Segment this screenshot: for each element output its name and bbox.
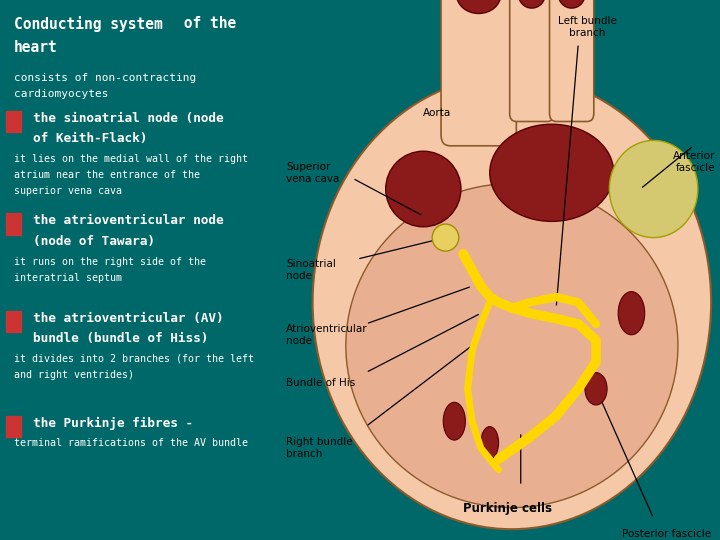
- Ellipse shape: [481, 427, 498, 459]
- Ellipse shape: [518, 0, 545, 8]
- Text: the atrioventricular node: the atrioventricular node: [33, 214, 224, 227]
- Ellipse shape: [609, 140, 698, 238]
- Text: it lies on the medial wall of the right: it lies on the medial wall of the right: [14, 154, 248, 164]
- Text: bundle (bundle of Hiss): bundle (bundle of Hiss): [33, 332, 209, 345]
- Ellipse shape: [386, 151, 461, 227]
- Text: of Keith-Flack): of Keith-Flack): [33, 132, 148, 145]
- Text: (node of Tawara): (node of Tawara): [33, 235, 156, 248]
- Text: Bundle of His: Bundle of His: [286, 378, 355, 388]
- Ellipse shape: [432, 224, 459, 251]
- Text: the sinoatrial node (node: the sinoatrial node (node: [33, 112, 224, 125]
- Text: cardiomyocytes: cardiomyocytes: [14, 89, 108, 99]
- Ellipse shape: [585, 373, 607, 405]
- Text: interatrial septum: interatrial septum: [14, 273, 122, 283]
- FancyBboxPatch shape: [510, 0, 554, 122]
- Ellipse shape: [618, 292, 644, 335]
- Text: Sinoatrial
node: Sinoatrial node: [286, 259, 336, 281]
- FancyBboxPatch shape: [549, 0, 594, 122]
- Ellipse shape: [346, 184, 678, 508]
- Text: superior vena cava: superior vena cava: [14, 186, 122, 197]
- Text: Purkinje cells: Purkinje cells: [463, 502, 552, 515]
- Text: Conducting system: Conducting system: [14, 16, 163, 32]
- Text: Posterior fascicle: Posterior fascicle: [622, 529, 711, 539]
- Text: it divides into 2 branches (for the left: it divides into 2 branches (for the left: [14, 354, 254, 364]
- FancyBboxPatch shape: [6, 213, 21, 235]
- FancyBboxPatch shape: [6, 111, 21, 132]
- FancyBboxPatch shape: [6, 416, 21, 437]
- Text: atrium near the entrance of the: atrium near the entrance of the: [14, 170, 200, 180]
- Text: of the: of the: [175, 16, 236, 31]
- Ellipse shape: [490, 124, 613, 221]
- Ellipse shape: [456, 0, 501, 14]
- Text: consists of non-contracting: consists of non-contracting: [14, 73, 196, 83]
- Text: the Purkinje fibres -: the Purkinje fibres -: [33, 417, 194, 430]
- Ellipse shape: [559, 0, 585, 8]
- Text: Atrioventricular
node: Atrioventricular node: [286, 324, 368, 346]
- Text: and right ventrides): and right ventrides): [14, 370, 134, 380]
- FancyBboxPatch shape: [441, 0, 516, 146]
- FancyBboxPatch shape: [6, 310, 21, 332]
- Text: Aorta: Aorta: [423, 108, 451, 118]
- Text: heart: heart: [14, 40, 58, 56]
- Text: it runs on the right side of the: it runs on the right side of the: [14, 256, 206, 267]
- Text: terminal ramifications of the AV bundle: terminal ramifications of the AV bundle: [14, 438, 248, 449]
- Text: Superior
vena cava: Superior vena cava: [286, 162, 339, 184]
- Text: the atrioventricular (AV): the atrioventricular (AV): [33, 312, 224, 325]
- Ellipse shape: [312, 76, 711, 529]
- Text: Left bundle
branch: Left bundle branch: [558, 16, 616, 38]
- Ellipse shape: [444, 402, 465, 440]
- Text: Anterior
fascicle: Anterior fascicle: [673, 151, 716, 173]
- Text: Right bundle
branch: Right bundle branch: [286, 437, 353, 459]
